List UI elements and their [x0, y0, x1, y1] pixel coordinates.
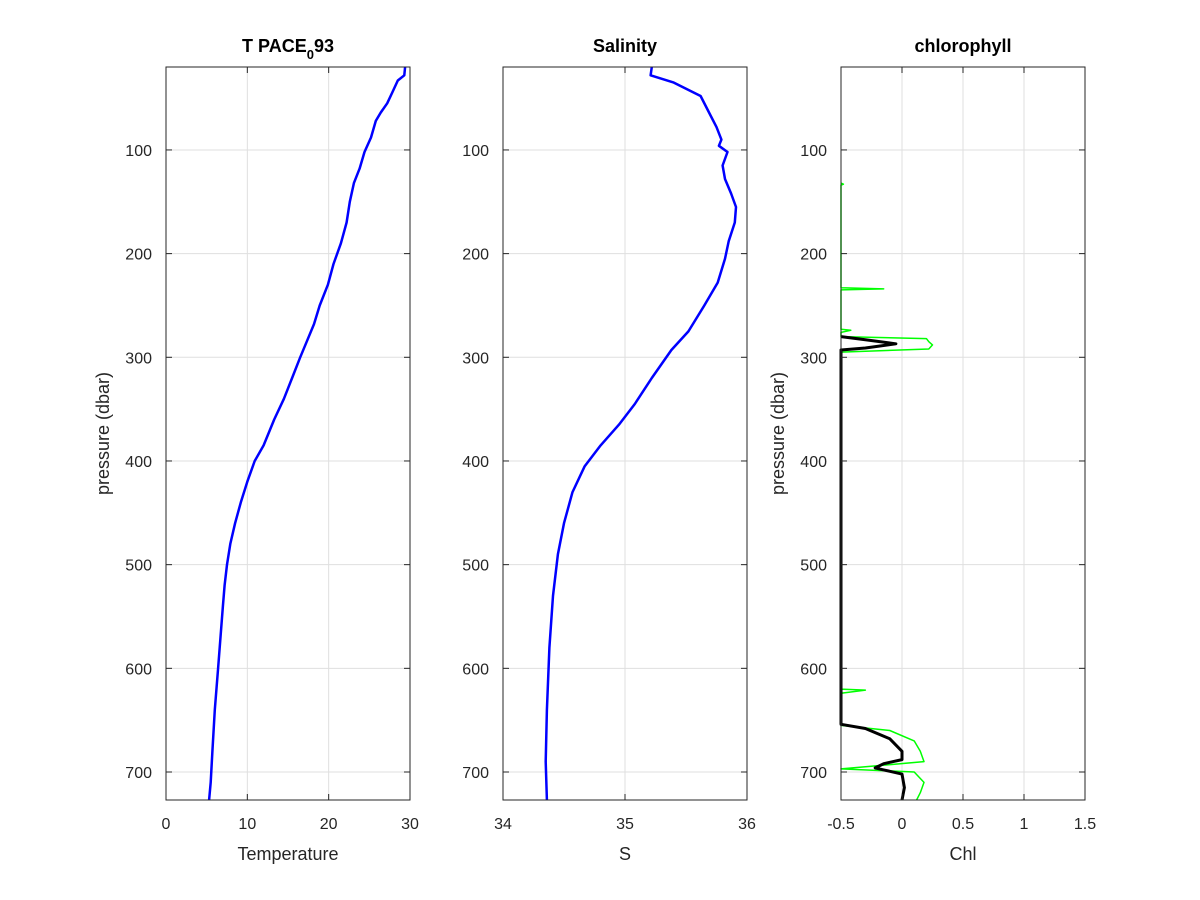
y-tick-label: 600: [125, 661, 152, 678]
series-line-1: [207, 66, 407, 801]
y-tick-label: 500: [462, 558, 489, 575]
y-tick-label: 100: [462, 143, 489, 160]
tick-layer: 34 35 36 100 200 300 400 500 600 700: [462, 67, 756, 833]
axes-frame: [165, 66, 411, 801]
y-tick-label: 400: [125, 454, 152, 471]
y-tick-label: 600: [462, 661, 489, 678]
y-tick-label: 500: [800, 558, 827, 575]
y-tick-label: 500: [125, 558, 152, 575]
panel-temperature: 0 10 20 30 100 200 300 400 500 600 700 T PACE093 T…: [93, 36, 419, 864]
chart-title: T PACE093: [242, 36, 334, 62]
series-layer: [544, 66, 738, 801]
x-tick-label: 34: [494, 816, 512, 833]
y-axis-label: pressure (dbar): [93, 372, 113, 495]
x-tick-label: 20: [320, 816, 338, 833]
x-tick-label: 0.5: [952, 816, 974, 833]
y-tick-label: 700: [800, 765, 827, 782]
x-tick-label: 36: [738, 816, 756, 833]
tick-layer: -0.5 0 0.5 1 1.5 100 200 300 400 500 600 700: [800, 67, 1096, 833]
x-tick-label: -0.5: [827, 816, 855, 833]
y-tick-label: 200: [462, 247, 489, 264]
x-axis-label: Temperature: [237, 844, 338, 864]
x-tick-label: 0: [898, 816, 907, 833]
x-axis-label: Chl: [949, 844, 976, 864]
series-line-2: [839, 335, 906, 801]
series-line-2: [544, 66, 738, 801]
y-tick-label: 300: [462, 350, 489, 367]
y-tick-label: 200: [125, 247, 152, 264]
tick-layer: 0 10 20 30 100 200 300 400 500 600 700: [125, 67, 419, 833]
y-tick-label: 700: [125, 765, 152, 782]
x-tick-label: 35: [616, 816, 634, 833]
x-axis-label: S: [619, 844, 631, 864]
y-tick-label: 600: [800, 661, 827, 678]
y-axis-label: pressure (dbar): [768, 372, 788, 495]
chart-title: chlorophyll: [914, 36, 1011, 56]
x-tick-label: 30: [401, 816, 419, 833]
y-tick-label: 300: [800, 350, 827, 367]
chart-title: Salinity: [593, 36, 657, 56]
series-layer: [207, 66, 407, 801]
y-tick-label: 400: [800, 454, 827, 471]
y-tick-label: 300: [125, 350, 152, 367]
x-tick-label: 1: [1020, 816, 1029, 833]
x-tick-label: 1.5: [1074, 816, 1096, 833]
panel-salinity: 34 35 36 100 200 300 400 500 600 700 Salinity S: [462, 36, 756, 864]
panel-chlorophyll: -0.5 0 0.5 1 1.5 100 200 300 400 500 600 700 chloro…: [768, 36, 1096, 864]
y-tick-label: 200: [800, 247, 827, 264]
y-tick-label: 100: [800, 143, 827, 160]
y-tick-label: 100: [125, 143, 152, 160]
y-tick-label: 400: [462, 454, 489, 471]
y-tick-label: 700: [462, 765, 489, 782]
x-tick-label: 10: [238, 816, 256, 833]
x-tick-label: 0: [162, 816, 171, 833]
